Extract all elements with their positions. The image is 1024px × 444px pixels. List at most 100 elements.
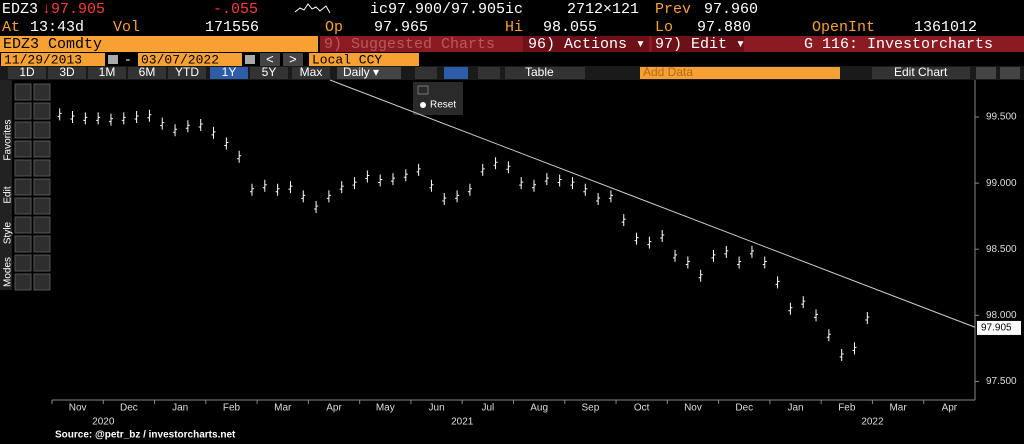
period-box[interactable] [250,67,288,79]
tool-icon[interactable] [33,159,51,177]
tool-icon[interactable] [33,197,51,215]
period[interactable]: 1D [19,65,35,79]
tool-icon[interactable] [14,197,32,215]
tool-icon[interactable] [14,178,32,196]
period-box[interactable] [210,67,248,79]
actions[interactable]: 96) Actions ▾ [528,36,645,53]
price-bar [801,296,806,309]
x-tick-label: Jun [429,403,445,414]
period-box[interactable] [168,67,206,79]
tool-icon[interactable] [14,140,32,158]
tool-icon[interactable] [33,140,51,158]
price-bar [416,163,421,176]
tool-icon[interactable] [976,67,996,79]
tool-icon[interactable] [33,254,51,272]
price-bar [224,137,229,150]
bar-icon[interactable] [444,67,468,79]
side-tab[interactable]: Modes [3,257,14,287]
price-bar [121,112,126,125]
x-tick-label: Nov [69,403,87,414]
tool-icon[interactable] [14,159,32,177]
price-bar [673,249,678,262]
last-price-box [977,320,1021,335]
edit-chart-box[interactable] [872,67,970,79]
end-date: 03/07/2022 [141,52,219,67]
period[interactable]: 5Y [262,65,277,79]
tool-icon[interactable] [14,235,32,253]
period[interactable]: Max [300,65,323,79]
tool-icon[interactable] [33,121,51,139]
period[interactable]: 6M [139,65,156,79]
hi: 98.055 [543,19,597,36]
frequency[interactable]: Daily ▾ [343,65,379,79]
tool-icon[interactable] [33,102,51,120]
toolbar: Daily ▾ Table Add Data Edit Chart 1D 3D 1M… [0,65,1024,80]
price-bar [211,126,216,139]
prev-box[interactable] [260,53,280,66]
side-tab[interactable]: Edit [3,186,14,203]
period[interactable]: 3D [59,65,75,79]
price-bar [608,190,613,203]
tool-icon[interactable] [14,273,32,291]
tool-icon[interactable] [33,83,51,101]
table[interactable]: Table [525,65,554,79]
price-bar [583,183,588,196]
dropdown[interactable] [478,67,500,79]
freq-box[interactable] [337,67,401,79]
ccy-box[interactable] [309,53,419,66]
tool-icon[interactable] [14,121,32,139]
cal-icon[interactable] [108,55,118,64]
oi: 1361012 [914,19,977,36]
edit[interactable]: 97) Edit ▾ [655,36,745,53]
price-bar [339,181,344,194]
table-box[interactable] [505,67,585,79]
end-box[interactable] [138,53,242,66]
next-box[interactable] [283,53,303,66]
suggested[interactable]: 9) Suggested Charts [324,36,495,53]
add-data[interactable]: Add Data [643,65,693,79]
x-tick-label: May [376,403,395,414]
price-bar [403,169,408,182]
checkbox[interactable] [417,85,429,95]
period[interactable]: 1Y [222,65,237,79]
price-bar [262,179,267,192]
start-box[interactable] [1,53,105,66]
period-box[interactable] [8,67,46,79]
tool-icon[interactable] [33,273,51,291]
tool-icon[interactable] [14,254,32,272]
price-bar [749,245,754,258]
period-box[interactable] [292,67,330,79]
tool-panel: Favorites Edit Style Modes [0,80,51,291]
period[interactable]: 1M [99,65,116,79]
security: EDZ3 Comdty [3,36,102,53]
op: 97.965 [374,19,428,36]
x-tick-label: Jul [481,403,494,414]
reset[interactable]: Reset [430,100,456,111]
tool-icon[interactable] [14,216,32,234]
x-tick-label: Dec [735,403,753,414]
add-data-box[interactable] [640,67,840,79]
tool-icon[interactable] [1000,67,1020,79]
period-box[interactable] [88,67,126,79]
price-bar [365,170,370,183]
side-tab[interactable]: Style [3,221,14,244]
edit-chart[interactable]: Edit Chart [894,65,948,79]
price-bar [70,111,75,124]
side-tab[interactable]: Favorites [3,119,14,160]
tool-icon[interactable] [14,83,32,101]
sparkline [294,3,331,14]
currency: Local CCY [312,52,382,67]
tool-icon[interactable] [33,235,51,253]
period-box[interactable] [128,67,166,79]
tool-icon[interactable] [14,102,32,120]
x-tick-label: Mar [889,403,907,414]
y-tick-label: 99.000 [986,178,1017,189]
line-icon[interactable] [415,67,437,79]
period-box[interactable] [48,67,86,79]
cal-icon[interactable] [245,55,255,64]
tool-icon[interactable] [33,216,51,234]
period[interactable]: YTD [175,65,199,79]
tool-icon[interactable] [33,178,51,196]
source: Source: @petr_bz / investorcharts.net [55,430,236,441]
